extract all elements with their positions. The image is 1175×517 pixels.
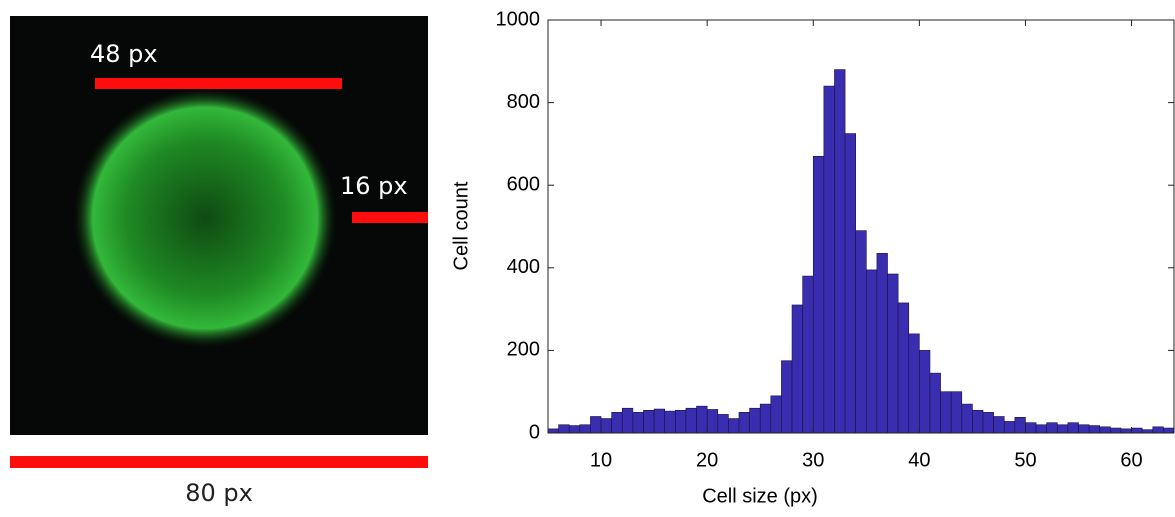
bar xyxy=(1088,425,1101,434)
x-tick-label: 60 xyxy=(1120,449,1142,471)
scale-bar xyxy=(10,456,428,468)
scale-label: 16 px xyxy=(340,172,408,200)
bar xyxy=(982,412,994,434)
y-tick-label: 0 xyxy=(529,421,540,443)
y-axis-label: Cell count xyxy=(450,181,472,270)
bar xyxy=(728,418,740,434)
bar xyxy=(866,269,878,434)
bar xyxy=(759,403,772,434)
x-tick-label: 20 xyxy=(696,449,718,471)
bar xyxy=(1003,421,1016,434)
y-tick-label: 600 xyxy=(507,173,540,195)
y-tick-label: 200 xyxy=(507,339,540,361)
bar xyxy=(643,409,655,434)
plot-frame xyxy=(547,19,1175,434)
bar xyxy=(929,372,941,434)
bar xyxy=(950,391,963,434)
scale-label: 48 px xyxy=(90,40,158,68)
bar xyxy=(844,133,856,434)
bar xyxy=(781,360,793,434)
bar xyxy=(621,407,634,434)
bar xyxy=(897,302,910,434)
bar xyxy=(1014,417,1026,434)
bar xyxy=(717,414,729,434)
bar xyxy=(908,333,920,434)
bar xyxy=(887,273,899,434)
bar xyxy=(749,407,761,434)
cell xyxy=(73,88,337,348)
bar xyxy=(653,408,666,434)
bar xyxy=(1152,426,1164,434)
y-tick-label: 800 xyxy=(507,91,540,113)
x-tick-label: 50 xyxy=(1014,449,1036,471)
bar xyxy=(1078,424,1090,434)
bar xyxy=(802,275,814,434)
bar xyxy=(1067,422,1079,434)
y-tick-label: 1000 xyxy=(496,8,541,30)
bar xyxy=(579,424,591,434)
bar xyxy=(568,425,581,434)
bar xyxy=(1163,427,1175,434)
bar xyxy=(855,230,867,434)
bar xyxy=(1131,427,1143,434)
bar xyxy=(791,304,803,434)
bar xyxy=(1056,424,1069,434)
scale-bar xyxy=(95,78,342,89)
x-tick-label: 30 xyxy=(802,449,824,471)
bar xyxy=(664,410,676,434)
bar xyxy=(1110,427,1122,434)
x-tick-label: 40 xyxy=(908,449,930,471)
scale-label: 80 px xyxy=(185,479,253,507)
x-axis-label: Cell size (px) xyxy=(702,485,818,507)
bar xyxy=(770,395,782,434)
bar xyxy=(972,409,984,434)
bar xyxy=(993,416,1005,434)
bar xyxy=(632,412,644,434)
bar xyxy=(706,409,719,434)
bar xyxy=(834,69,846,434)
bar xyxy=(823,85,835,434)
bar xyxy=(1099,426,1111,434)
image-panel: 48 px 16 px 80 px xyxy=(10,16,428,507)
bar xyxy=(812,155,825,434)
bar xyxy=(547,428,559,434)
bar xyxy=(876,253,888,434)
bar xyxy=(558,424,570,434)
bar xyxy=(919,350,931,434)
scale-bar xyxy=(352,212,428,223)
bar xyxy=(1046,422,1058,434)
bar xyxy=(590,416,602,434)
x-tick-label: 10 xyxy=(590,449,612,471)
y-tick-label: 400 xyxy=(507,256,540,278)
bar xyxy=(738,412,750,434)
bar xyxy=(1025,422,1037,434)
bar xyxy=(1120,428,1132,434)
bar xyxy=(961,403,973,434)
bar xyxy=(675,409,687,434)
bar xyxy=(1035,424,1047,434)
bar xyxy=(685,407,697,434)
bar xyxy=(600,418,612,434)
bar xyxy=(611,412,623,434)
bar xyxy=(696,405,708,434)
bar xyxy=(940,391,952,434)
